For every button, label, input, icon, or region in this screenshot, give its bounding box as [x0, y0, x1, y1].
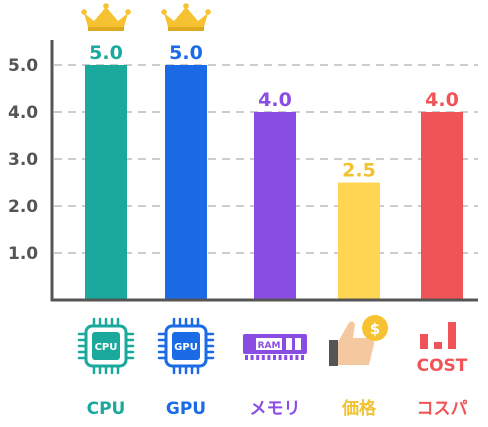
gpu-chip-icon: GPU — [157, 317, 215, 375]
y-tick-label: 1.0 — [8, 244, 38, 264]
category-icons: CPU GPU RAM $ COST — [77, 315, 468, 376]
value-labels: 5.0 5.0 4.0 2.5 4.0 — [89, 42, 459, 182]
bar-コスパ — [421, 112, 463, 300]
axes: 1.0 2.0 3.0 4.0 5.0 — [8, 40, 478, 302]
crowns — [81, 3, 211, 31]
cost-bars-icon: COST — [417, 322, 468, 376]
y-tick-label: 3.0 — [8, 150, 38, 170]
bar-CPU — [85, 65, 127, 300]
y-tick-label: 4.0 — [8, 103, 38, 123]
category-label: メモリ — [250, 399, 301, 419]
svg-text:$: $ — [370, 320, 380, 338]
cpu-chip-icon: CPU — [77, 317, 135, 375]
crown-icon — [81, 3, 131, 31]
value-label: 4.0 — [258, 89, 292, 111]
bar-メモリ — [254, 112, 296, 300]
svg-text:GPU: GPU — [174, 342, 198, 353]
value-label: 5.0 — [169, 42, 203, 64]
crown-icon — [161, 3, 211, 31]
value-label: 4.0 — [425, 89, 459, 111]
category-label: 価格 — [341, 398, 377, 419]
bars — [85, 65, 463, 300]
svg-text:CPU: CPU — [95, 342, 118, 353]
value-label: 5.0 — [89, 42, 123, 64]
category-labels: CPU GPU メモリ 価格 コスパ — [87, 398, 468, 419]
y-tick-label: 2.0 — [8, 197, 38, 217]
y-tick-label: 5.0 — [8, 56, 38, 76]
bar-価格 — [338, 182, 380, 300]
svg-text:RAM: RAM — [258, 341, 281, 351]
category-label: コスパ — [417, 399, 468, 419]
category-label: GPU — [166, 399, 206, 419]
svg-text:COST: COST — [417, 356, 468, 376]
category-label: CPU — [87, 399, 126, 419]
bar-GPU — [165, 65, 207, 300]
ram-module-icon: RAM — [243, 334, 307, 360]
value-label: 2.5 — [342, 160, 376, 182]
thumbs-up-coin-icon: $ — [329, 315, 388, 366]
